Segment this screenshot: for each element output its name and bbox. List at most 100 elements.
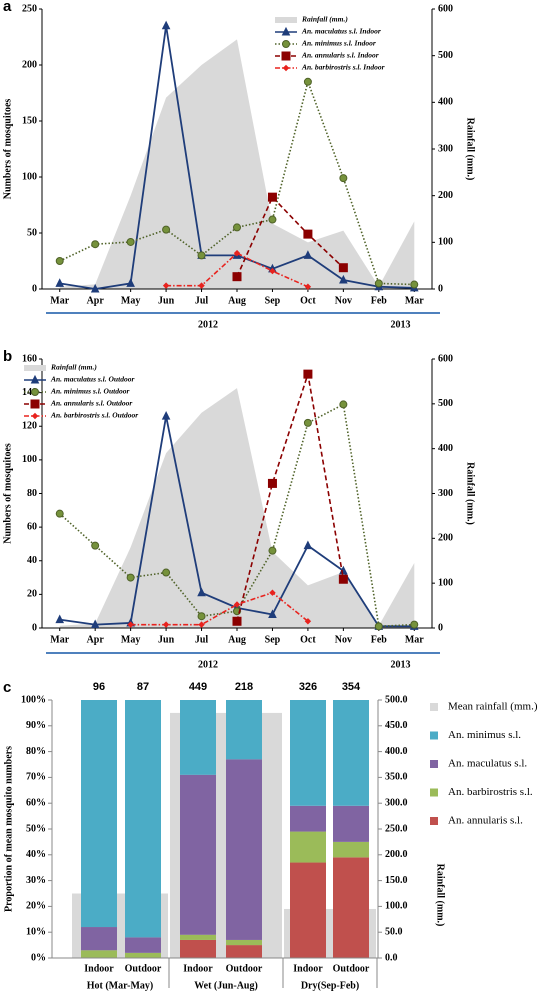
bar-segment: [125, 700, 161, 938]
x-tick-label: Indoor: [293, 963, 323, 974]
x-tick-label: May: [121, 295, 140, 306]
y2-tick-label: 200: [438, 190, 453, 201]
bar-segment: [333, 841, 369, 858]
y2-tick-label: 600: [438, 3, 453, 14]
x-tick-label: Outdoor: [226, 963, 263, 974]
marker: [31, 412, 39, 420]
marker: [304, 618, 312, 625]
x-tick-label: Indoor: [84, 963, 114, 974]
bar-segment: [333, 857, 369, 958]
bar-segment: [81, 700, 117, 928]
marker: [374, 622, 383, 631]
marker: [233, 249, 241, 257]
marker: [410, 280, 419, 289]
y2-tick-label: 350.0: [385, 772, 408, 783]
y2-tick-label: 100: [438, 237, 453, 248]
y-tick-label: 90%: [26, 720, 46, 731]
bar-segment: [290, 805, 326, 832]
bar-segment: [180, 700, 216, 775]
total-label: 354: [342, 681, 361, 693]
marker: [197, 251, 206, 260]
x-tick-label: Jun: [158, 634, 175, 645]
marker: [91, 240, 100, 249]
marker: [162, 225, 171, 234]
marker: [338, 574, 348, 584]
marker: [90, 619, 100, 629]
marker: [55, 278, 65, 287]
marker: [268, 546, 277, 555]
x-tick-label: Outdoor: [125, 963, 162, 974]
panel-letter: b: [3, 348, 12, 365]
x-tick-label: Indoor: [183, 963, 213, 974]
x-tick-label: Mar: [405, 295, 424, 306]
marker: [282, 40, 290, 48]
group-label: Wet (Jun-Aug): [194, 980, 258, 991]
marker: [161, 20, 171, 30]
total-label: 449: [189, 681, 207, 693]
marker: [197, 612, 206, 621]
marker: [126, 237, 135, 246]
y-axis-title: Proportion of mean mosquito numbers: [3, 746, 14, 912]
marker: [303, 369, 313, 379]
series-line: [130, 591, 309, 626]
y-tick-label: 100: [22, 454, 37, 465]
marker: [339, 174, 348, 183]
bar-segment: [180, 774, 216, 935]
marker: [55, 614, 65, 624]
total-label: 218: [235, 681, 253, 693]
y2-axis-title: Rainfall (mm.): [465, 462, 476, 525]
legend-label: An. barbirostris s.l.: [448, 786, 533, 798]
legend-label: An. annularis s.l. Outdoor: [50, 399, 132, 408]
y2-tick-label: 100: [438, 577, 453, 588]
marker: [303, 229, 313, 239]
y-tick-label: 200: [22, 59, 37, 70]
bar-segment: [226, 700, 262, 760]
x-tick-label: Feb: [371, 634, 388, 645]
group-label: Dry(Sep-Feb): [301, 980, 359, 991]
y2-tick-label: 400: [438, 443, 453, 454]
x-tick-label: Aug: [228, 634, 246, 645]
legend-label: An. annularis s.l.: [448, 815, 523, 827]
y-tick-label: 150: [22, 115, 37, 126]
y-axis-title: Numbers of mosquitoes: [2, 443, 13, 544]
marker: [281, 26, 291, 36]
y2-tick-label: 200.0: [385, 849, 408, 860]
bar-segment: [125, 937, 161, 953]
legend-swatch: [430, 731, 438, 740]
x-tick-label: Jul: [195, 634, 209, 645]
x-tick-label: Oct: [300, 295, 316, 306]
legend-label: An. barbirostris s.l. Outdoor: [50, 411, 138, 420]
year-label: 2012: [198, 659, 218, 670]
total-label: 326: [299, 681, 317, 693]
marker: [339, 400, 348, 409]
marker: [304, 283, 312, 290]
year-label: 2012: [198, 319, 218, 330]
marker: [127, 621, 134, 628]
legend-label: An. annularis s.l. Indoor: [301, 51, 379, 60]
x-tick-label: Mar: [50, 634, 69, 645]
y-tick-label: 30%: [26, 875, 46, 886]
x-tick-label: Mar: [405, 634, 424, 645]
bar-segment: [226, 939, 262, 946]
marker: [30, 374, 40, 384]
legend-swatch: [430, 760, 438, 768]
marker: [232, 616, 242, 626]
marker: [90, 283, 100, 293]
marker: [339, 565, 348, 575]
x-tick-label: Nov: [335, 295, 352, 306]
series-line: [236, 373, 345, 622]
marker: [338, 263, 348, 273]
panel-letter: c: [3, 679, 11, 696]
y2-tick-label: 100.0: [385, 901, 408, 912]
marker: [303, 540, 313, 550]
y2-tick-label: 150.0: [385, 875, 408, 886]
x-tick-label: Aug: [228, 295, 246, 306]
group-label: Hot (Mar-May): [87, 980, 154, 991]
y2-tick-label: 50.0: [385, 926, 403, 937]
marker: [233, 223, 241, 232]
x-tick-label: Jul: [195, 295, 209, 306]
y-tick-label: 100%: [21, 694, 46, 705]
y2-tick-label: 200: [438, 533, 453, 544]
x-tick-label: Nov: [335, 634, 352, 645]
